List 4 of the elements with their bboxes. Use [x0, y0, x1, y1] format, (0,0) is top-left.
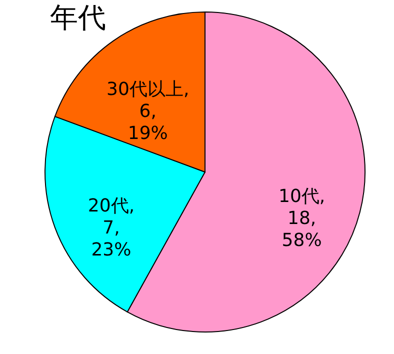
- slice-label: 30代以上, 6, 19%: [106, 78, 190, 144]
- slice-label: 20代, 7, 23%: [88, 196, 135, 261]
- chart-title: 年代: [50, 1, 106, 34]
- slice-label: 10代, 18, 58%: [278, 186, 326, 252]
